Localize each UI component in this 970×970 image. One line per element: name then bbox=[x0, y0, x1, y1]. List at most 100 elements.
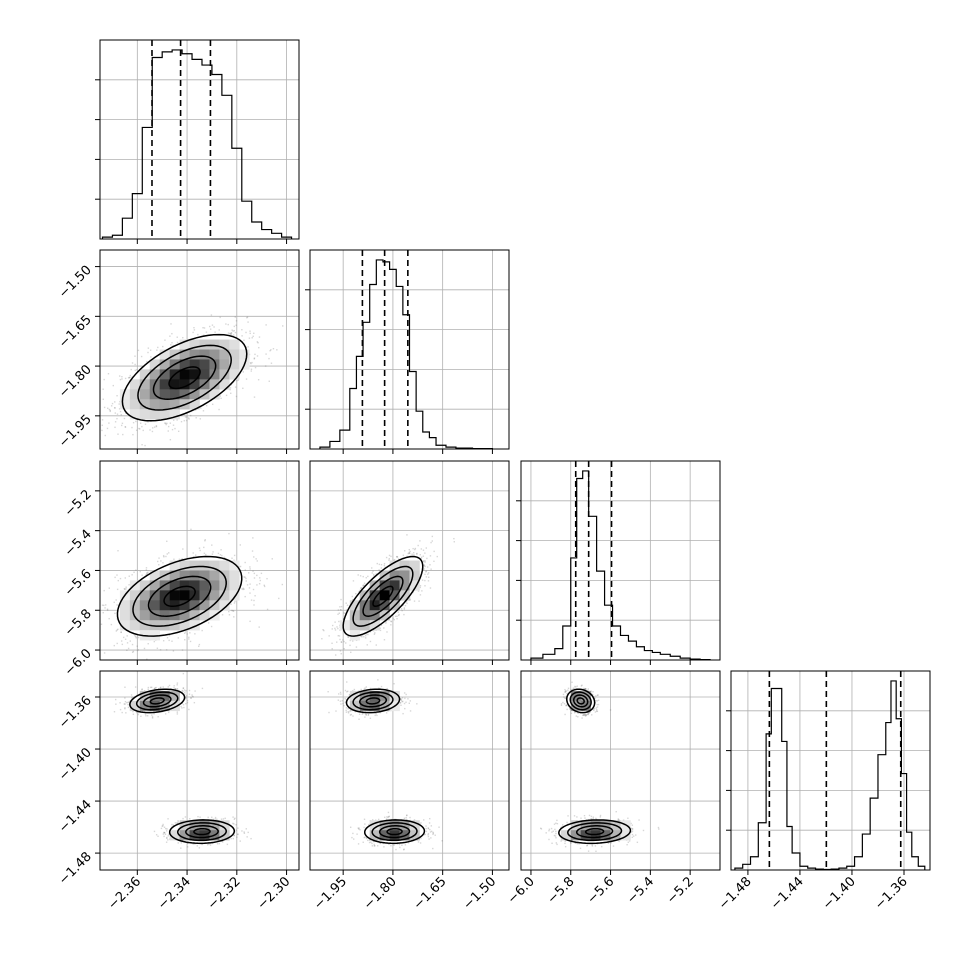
scatter-point bbox=[253, 599, 255, 602]
scatter-point bbox=[146, 658, 148, 660]
scatter-point bbox=[134, 369, 136, 372]
density-cell bbox=[189, 620, 200, 631]
scatter-point bbox=[249, 566, 251, 568]
scatter-point bbox=[102, 398, 104, 400]
density-cell bbox=[229, 369, 240, 380]
scatter-point bbox=[373, 575, 375, 577]
density-cell bbox=[149, 409, 160, 420]
scatter-point bbox=[135, 368, 138, 371]
scatter-point bbox=[172, 344, 174, 347]
scatter-point bbox=[124, 426, 127, 428]
scatter-point bbox=[404, 550, 406, 552]
density-cell bbox=[159, 349, 170, 360]
scatter-point bbox=[152, 427, 154, 429]
density-cell bbox=[179, 570, 190, 581]
histogram-step bbox=[734, 680, 926, 871]
scatter-point bbox=[127, 377, 130, 379]
scatter-point bbox=[355, 592, 357, 595]
scatter-point bbox=[338, 612, 341, 614]
scatter-point bbox=[352, 640, 354, 642]
scatter-point bbox=[247, 321, 249, 323]
density-cell bbox=[189, 399, 200, 410]
scatter-point bbox=[130, 368, 132, 371]
density-cell bbox=[169, 590, 180, 601]
scatter-point bbox=[383, 639, 386, 641]
scatter-point bbox=[416, 552, 418, 555]
scatter-point bbox=[359, 575, 362, 577]
scatter-point bbox=[114, 426, 116, 429]
scatter-point bbox=[129, 640, 131, 642]
scatter-point bbox=[137, 649, 140, 651]
scatter-point bbox=[421, 590, 423, 592]
scatter-point bbox=[93, 641, 94, 642]
scatter-point bbox=[171, 428, 174, 431]
scatter-point bbox=[132, 650, 135, 653]
scatter-point bbox=[407, 552, 409, 555]
scatter-point bbox=[225, 323, 227, 325]
scatter-point bbox=[167, 430, 169, 432]
scatter-point bbox=[158, 557, 160, 559]
density-cell bbox=[189, 379, 200, 390]
density-cell bbox=[139, 610, 151, 621]
scatter-point bbox=[170, 323, 172, 325]
scatter-point bbox=[408, 552, 410, 554]
scatter-point bbox=[121, 643, 124, 646]
density-cell bbox=[179, 560, 190, 571]
scatter-point bbox=[124, 588, 126, 590]
scatter-point bbox=[213, 326, 215, 328]
density-cell bbox=[139, 590, 151, 601]
scatter-point bbox=[242, 371, 245, 373]
scatter-point bbox=[181, 649, 184, 651]
scatter-point bbox=[166, 637, 169, 639]
scatter-point bbox=[269, 350, 271, 352]
density-cell bbox=[209, 349, 220, 360]
scatter-point bbox=[393, 559, 395, 562]
scatter-point bbox=[150, 356, 152, 358]
scatter-point bbox=[114, 412, 117, 414]
scatter-point bbox=[199, 549, 201, 552]
hist-frame bbox=[309, 249, 510, 450]
density-cell bbox=[179, 610, 190, 621]
scatter-point bbox=[366, 644, 368, 646]
scatter-point bbox=[416, 553, 418, 555]
density-cell bbox=[139, 409, 151, 420]
density-cell bbox=[149, 399, 160, 410]
scatter-point bbox=[396, 556, 399, 558]
scatter-point bbox=[336, 641, 338, 643]
scatter-point bbox=[182, 548, 184, 550]
scatter-point bbox=[211, 544, 213, 546]
density-cell bbox=[149, 590, 160, 601]
scatter-point bbox=[425, 547, 427, 549]
scatter-point bbox=[144, 444, 146, 447]
hist-panel-3 bbox=[726, 670, 931, 871]
scatter-point bbox=[347, 636, 350, 638]
scatter-point bbox=[199, 418, 202, 420]
scatter-point bbox=[252, 537, 254, 539]
scatter-point bbox=[380, 624, 383, 627]
scatter-point bbox=[117, 579, 119, 582]
density-cell bbox=[169, 580, 180, 591]
hist-frame bbox=[730, 670, 931, 871]
scatter-point bbox=[249, 620, 251, 623]
scatter-point bbox=[419, 594, 422, 596]
density-cell bbox=[199, 349, 210, 360]
scatter-point bbox=[265, 324, 267, 326]
scatter-point bbox=[156, 647, 159, 649]
scatter-point bbox=[169, 422, 172, 424]
scatter-point bbox=[134, 363, 136, 366]
scatter-point bbox=[147, 643, 149, 645]
scatter-point bbox=[120, 631, 122, 634]
scatter-point bbox=[250, 362, 252, 365]
density-cell bbox=[179, 600, 190, 611]
scatter-point bbox=[404, 604, 407, 607]
scatter-point bbox=[162, 640, 165, 642]
scatter-point bbox=[281, 583, 284, 586]
density-cell bbox=[149, 610, 160, 621]
histogram-step bbox=[319, 259, 494, 450]
scatter-point bbox=[352, 580, 355, 582]
scatter-point bbox=[149, 349, 152, 351]
density-cell bbox=[189, 580, 200, 591]
scatter-point bbox=[375, 573, 377, 575]
contour-line bbox=[163, 585, 196, 608]
scatter-point bbox=[177, 430, 180, 433]
